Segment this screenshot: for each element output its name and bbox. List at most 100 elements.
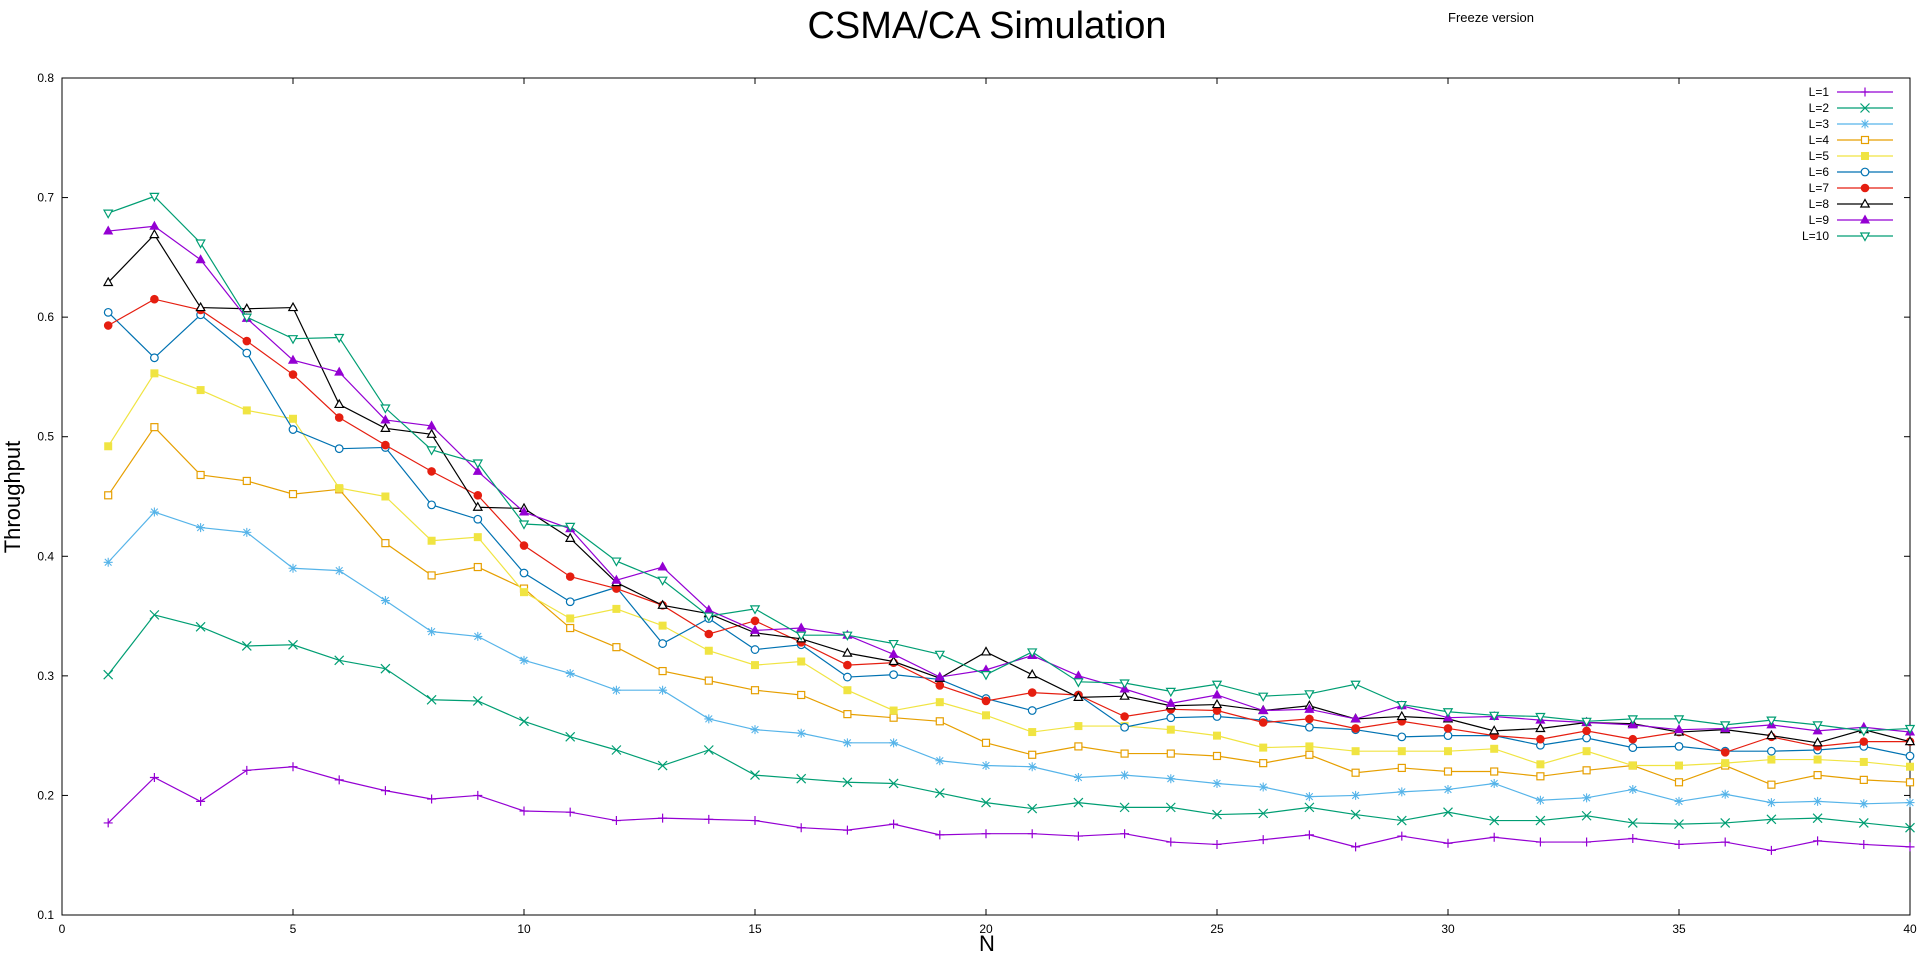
- data-point-l10: [611, 557, 622, 567]
- legend-swatch-marker: [1860, 87, 1870, 97]
- data-point-l2: [519, 716, 529, 727]
- data-point-l2: [1905, 822, 1915, 833]
- data-point-l5: [935, 698, 944, 707]
- legend-label: L=6: [1809, 165, 1830, 179]
- data-point-l5: [335, 484, 344, 493]
- data-point-l9: [888, 648, 899, 658]
- data-point-l8: [1904, 735, 1916, 746]
- legend-swatch-marker: [1860, 119, 1870, 129]
- data-point-l2: [1396, 815, 1407, 826]
- legend-label: L=1: [1809, 85, 1830, 99]
- data-point-l4: [196, 470, 205, 480]
- data-point-l7: [519, 541, 529, 550]
- data-point-l3: [1212, 778, 1222, 788]
- data-point-l10: [287, 335, 299, 345]
- data-point-l4: [612, 643, 621, 652]
- data-point-l5: [1628, 761, 1637, 770]
- legend-label: L=9: [1809, 213, 1830, 227]
- data-point-l3: [288, 563, 298, 573]
- data-point-l6: [519, 568, 529, 578]
- series-line-l10: [107, 195, 1911, 732]
- x-axis-label: N: [979, 931, 995, 956]
- legend-item-l5: L=5: [1809, 149, 1893, 163]
- data-point-l2: [1027, 803, 1038, 814]
- y-tick-label: 0.1: [37, 908, 54, 922]
- data-point-l10: [1581, 717, 1592, 728]
- legend-item-l6: L=6: [1809, 165, 1893, 179]
- data-point-l4: [1582, 766, 1591, 775]
- data-point-l5: [1305, 742, 1314, 751]
- data-point-l3: [1027, 762, 1037, 772]
- legend-item-l2: L=2: [1809, 101, 1893, 115]
- data-point-l1: [334, 775, 344, 785]
- data-point-l1: [1212, 839, 1222, 849]
- data-point-l5: [1213, 731, 1221, 740]
- data-point-l10: [380, 404, 391, 414]
- data-point-l3: [842, 738, 852, 748]
- data-point-l8: [657, 599, 668, 609]
- data-point-l7: [334, 413, 344, 422]
- data-point-l6: [750, 645, 760, 654]
- data-point-l2: [1812, 813, 1823, 824]
- data-point-l1: [1813, 836, 1823, 846]
- data-point-l10: [426, 446, 437, 456]
- data-point-l3: [889, 738, 899, 748]
- data-point-l1: [935, 830, 945, 840]
- data-point-l6: [242, 348, 252, 358]
- data-point-l8: [1488, 725, 1500, 735]
- data-point-l1: [1166, 837, 1176, 847]
- data-point-l10: [980, 671, 992, 681]
- data-point-l3: [519, 655, 529, 665]
- data-point-l5: [1721, 759, 1730, 768]
- data-point-l8: [472, 501, 484, 511]
- data-point-l2: [888, 778, 899, 789]
- data-point-l5: [1813, 755, 1822, 764]
- data-point-l3: [1720, 789, 1730, 799]
- data-point-l4: [1212, 751, 1222, 761]
- y-tick-label: 0.4: [37, 549, 54, 563]
- series-l2: [103, 609, 1915, 833]
- data-point-l8: [380, 422, 391, 432]
- data-point-l1: [796, 823, 806, 833]
- data-point-l4: [1443, 767, 1453, 776]
- data-point-l2: [934, 788, 945, 798]
- data-point-l5: [612, 604, 621, 613]
- x-tick-label: 20: [979, 922, 993, 936]
- data-point-l2: [426, 694, 437, 705]
- data-point-l3: [1166, 774, 1176, 784]
- data-point-l5: [704, 646, 713, 655]
- data-point-l3: [1443, 784, 1453, 794]
- data-point-l1: [611, 816, 621, 826]
- data-point-l5: [104, 442, 113, 451]
- series-l3: [103, 507, 1915, 809]
- data-point-l5: [1074, 722, 1083, 731]
- data-point-l5: [196, 386, 205, 395]
- data-point-l1: [196, 796, 206, 806]
- data-point-l4: [566, 623, 575, 633]
- data-point-l1: [565, 807, 575, 817]
- data-point-l4: [1397, 763, 1406, 773]
- y-tick-label: 0.3: [37, 669, 54, 683]
- series-l1: [103, 762, 1915, 855]
- legend-label: L=8: [1809, 197, 1830, 211]
- series-line-l5: [107, 372, 1911, 768]
- data-point-l9: [1350, 713, 1361, 723]
- data-point-l7: [1582, 726, 1591, 736]
- legend-item-l9: L=9: [1809, 213, 1893, 227]
- data-point-l6: [889, 670, 898, 680]
- data-point-l4: [797, 690, 806, 700]
- data-point-l4: [843, 710, 852, 719]
- data-point-l4: [150, 423, 159, 432]
- data-point-l8: [149, 228, 160, 239]
- legend-swatch-marker: [1860, 183, 1870, 193]
- data-point-l4: [473, 562, 482, 572]
- data-point-l3: [658, 685, 668, 695]
- data-point-l5: [658, 621, 667, 630]
- data-point-l1: [1397, 831, 1407, 841]
- data-point-l9: [426, 420, 437, 430]
- data-point-l3: [380, 596, 390, 606]
- legend-swatch-marker: [1859, 214, 1871, 224]
- data-point-l5: [1906, 762, 1914, 771]
